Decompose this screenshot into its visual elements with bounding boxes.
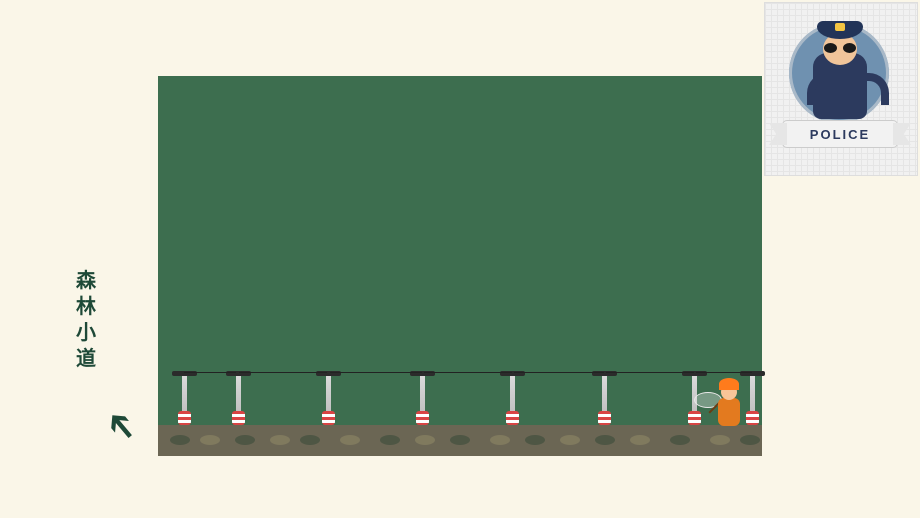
fence-pole bbox=[602, 373, 607, 425]
police-badge: POLICE bbox=[764, 2, 918, 176]
police-ribbon: POLICE bbox=[783, 121, 897, 147]
fence-pole bbox=[326, 373, 331, 425]
forest-scene bbox=[158, 76, 762, 456]
path-label: 森林小道 bbox=[76, 268, 96, 372]
path-arrow: ➔ bbox=[93, 400, 148, 453]
fence-pole bbox=[510, 373, 515, 425]
sunglasses-icon bbox=[824, 43, 856, 53]
fence-pole bbox=[420, 373, 425, 425]
fence-wire bbox=[184, 372, 236, 389]
